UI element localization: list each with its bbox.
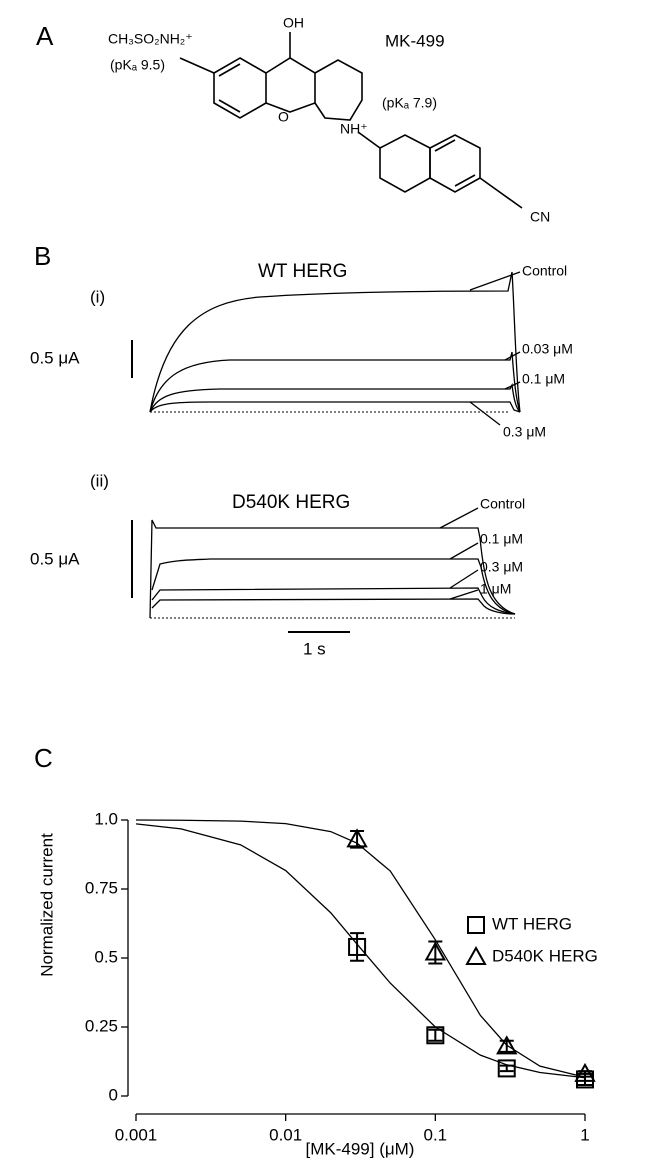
trace [149, 271, 521, 413]
trace [149, 351, 521, 413]
leader [469, 271, 521, 291]
trace [149, 519, 516, 619]
bond [479, 177, 523, 209]
marker-square [426, 1026, 445, 1045]
panel-b: B (i) WT HERG (i) 0.5 μA Control 0.03 μM… [30, 241, 573, 659]
error-bar [499, 1039, 514, 1053]
bond [218, 99, 241, 113]
hydroxyl-label: OH [283, 15, 304, 31]
trace-label: 0.03 μM [522, 341, 573, 357]
time-scale-label: 1 s [303, 639, 326, 658]
aryl-ring [429, 134, 481, 193]
panel-label: A [36, 21, 54, 51]
trace-label: 0.1 μM [522, 371, 565, 387]
panel-label: C [34, 743, 53, 773]
cyclohexene-ring [379, 134, 431, 193]
trace [151, 587, 516, 615]
leader [469, 401, 501, 426]
x-tick-label: 1 [580, 1125, 589, 1144]
panel-c: C [MK-499] (μM) Normalized current [34, 743, 414, 1159]
oxygen-label: O [278, 109, 289, 125]
leader [439, 507, 479, 529]
y-tick-label: 0.5 [94, 947, 118, 966]
marker-triangle [496, 1035, 518, 1055]
compound-name: MK-499 [385, 31, 445, 50]
bond [434, 139, 456, 152]
x-tick-label: 0.1 [424, 1125, 448, 1144]
error-bar [350, 932, 365, 962]
x-axis-label: [MK-499] (μM) [306, 1139, 415, 1158]
y-tick-label: 0.25 [85, 1016, 118, 1035]
error-bar [578, 1070, 592, 1078]
bond [357, 131, 381, 149]
structure [179, 32, 523, 209]
x-tick-label: 0.001 [115, 1125, 158, 1144]
trace [151, 558, 516, 615]
trace-label: Control [480, 496, 525, 512]
bond [218, 63, 241, 77]
pka-label: (pKₐ 9.5) [110, 57, 165, 73]
amine-label: NH⁺ [340, 121, 368, 137]
leader [504, 381, 521, 390]
trace-label: 1 μM [480, 581, 511, 597]
legend-label: WT HERG [492, 914, 572, 933]
leader [449, 589, 479, 600]
marker-square [497, 1059, 516, 1078]
marker-triangle [574, 1062, 596, 1082]
trace-label: 0.3 μM [503, 424, 546, 440]
error-bar [499, 1064, 514, 1073]
legend-label: D540K HERG [492, 946, 598, 965]
chroman-ring [265, 57, 316, 113]
y-tick-label: 0.75 [85, 878, 118, 897]
piperidine-ring [314, 59, 363, 121]
y-tick-label: 1.0 [94, 809, 118, 828]
benzene-ring [213, 57, 267, 119]
bond [454, 174, 476, 187]
leader [504, 351, 521, 361]
trace-set-label: (ii) [90, 471, 109, 490]
trace [149, 382, 521, 413]
trace-set-label: (i) [90, 287, 105, 306]
x-tick-label: 0.01 [269, 1125, 302, 1144]
scale-label: 0.5 μA [30, 348, 80, 367]
marker-triangle [346, 828, 368, 848]
trace-title: D540K HERG [232, 492, 350, 513]
trace-label: 0.3 μM [480, 559, 523, 575]
trace [149, 401, 521, 413]
trace-label: Control [522, 263, 567, 279]
trace [151, 598, 516, 615]
leader [449, 569, 479, 589]
panel-a: A CH₃SO₂NH₂⁺ (pKₐ 9.5) OH MK-499 O NH⁺ (… [36, 15, 550, 225]
trace-label: 0.1 μM [480, 531, 523, 547]
marker-triangle [465, 945, 487, 965]
sulfonamide-label: CH₃SO₂NH₂⁺ [108, 31, 193, 47]
nitrile-label: CN [530, 209, 550, 225]
trace-title: WT HERG [258, 261, 347, 282]
pka-label: (pKₐ 7.9) [382, 95, 437, 111]
marker-square [348, 937, 367, 956]
y-axis-label: Normalized current [37, 833, 56, 977]
error-bar [428, 1028, 443, 1042]
scale-label: 0.5 μA [30, 549, 80, 568]
marker-triangle [424, 941, 447, 961]
bond [179, 57, 215, 74]
panel-label: B [34, 241, 51, 271]
leader [449, 542, 479, 560]
y-tick-label: 0 [109, 1085, 118, 1104]
marker-square [467, 916, 485, 934]
